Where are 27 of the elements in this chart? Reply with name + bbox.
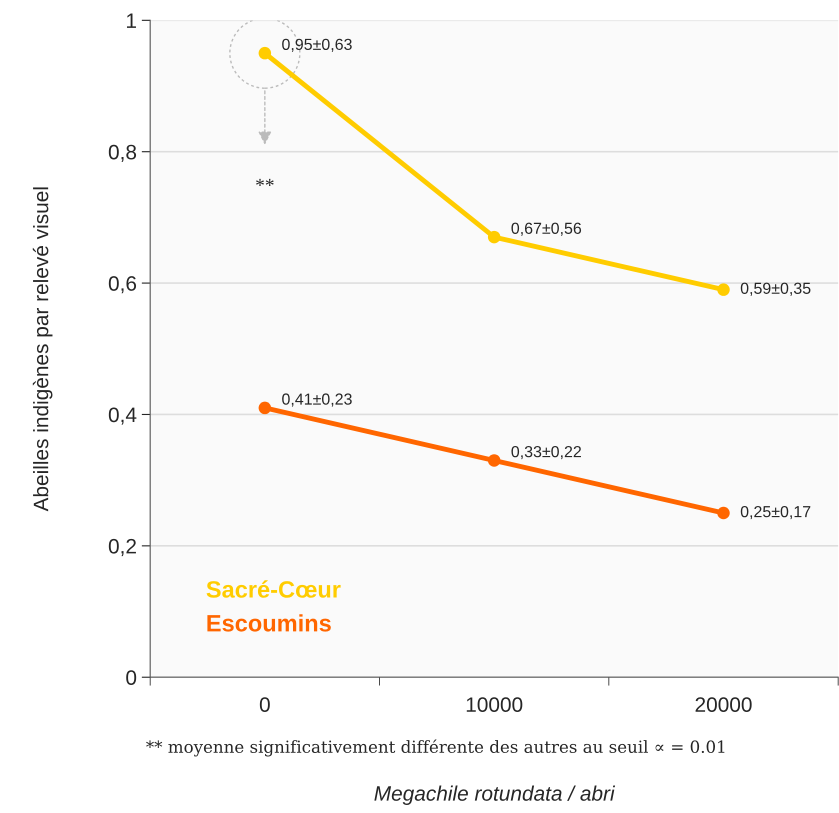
x-axis-title: Megachile rotundata / abri bbox=[374, 786, 616, 805]
point bbox=[717, 283, 730, 296]
text: ** moyenne significativement différente des autres au seuil ∝ = 0.01 bbox=[146, 739, 724, 756]
y-tick-label: 0,6 bbox=[108, 276, 136, 294]
point bbox=[488, 230, 500, 244]
y-tick-label: 1 bbox=[126, 14, 136, 28]
y-axis-title: Abeilles indigènes par relevé visuel bbox=[32, 187, 52, 512]
point bbox=[488, 454, 500, 467]
data-label: 0,41±0,23 bbox=[282, 393, 352, 407]
x-tick-label: 10000 bbox=[466, 697, 522, 712]
x-tick-label: 20000 bbox=[696, 697, 752, 712]
y-tick-label: 0,8 bbox=[108, 144, 136, 162]
annotation: ** bbox=[256, 178, 274, 186]
data-label: 0,59±0,35 bbox=[740, 282, 810, 296]
text: Sacré-Cœur bbox=[206, 580, 341, 598]
data-label: 0,25±0,17 bbox=[740, 506, 810, 520]
point bbox=[258, 402, 272, 414]
data-label: 0,67±0,56 bbox=[511, 222, 582, 236]
point bbox=[258, 46, 272, 60]
y-tick-label: 0,2 bbox=[108, 538, 136, 556]
point bbox=[717, 506, 730, 520]
y-tick-label: 0,4 bbox=[108, 407, 136, 425]
x-tick-label: 0 bbox=[260, 697, 270, 712]
data-label: 0,33±0,22 bbox=[511, 446, 581, 460]
text: Escoumins bbox=[207, 614, 331, 632]
y-tick-label: 0 bbox=[126, 670, 136, 685]
data-label: 0,95±0,63 bbox=[282, 38, 352, 52]
